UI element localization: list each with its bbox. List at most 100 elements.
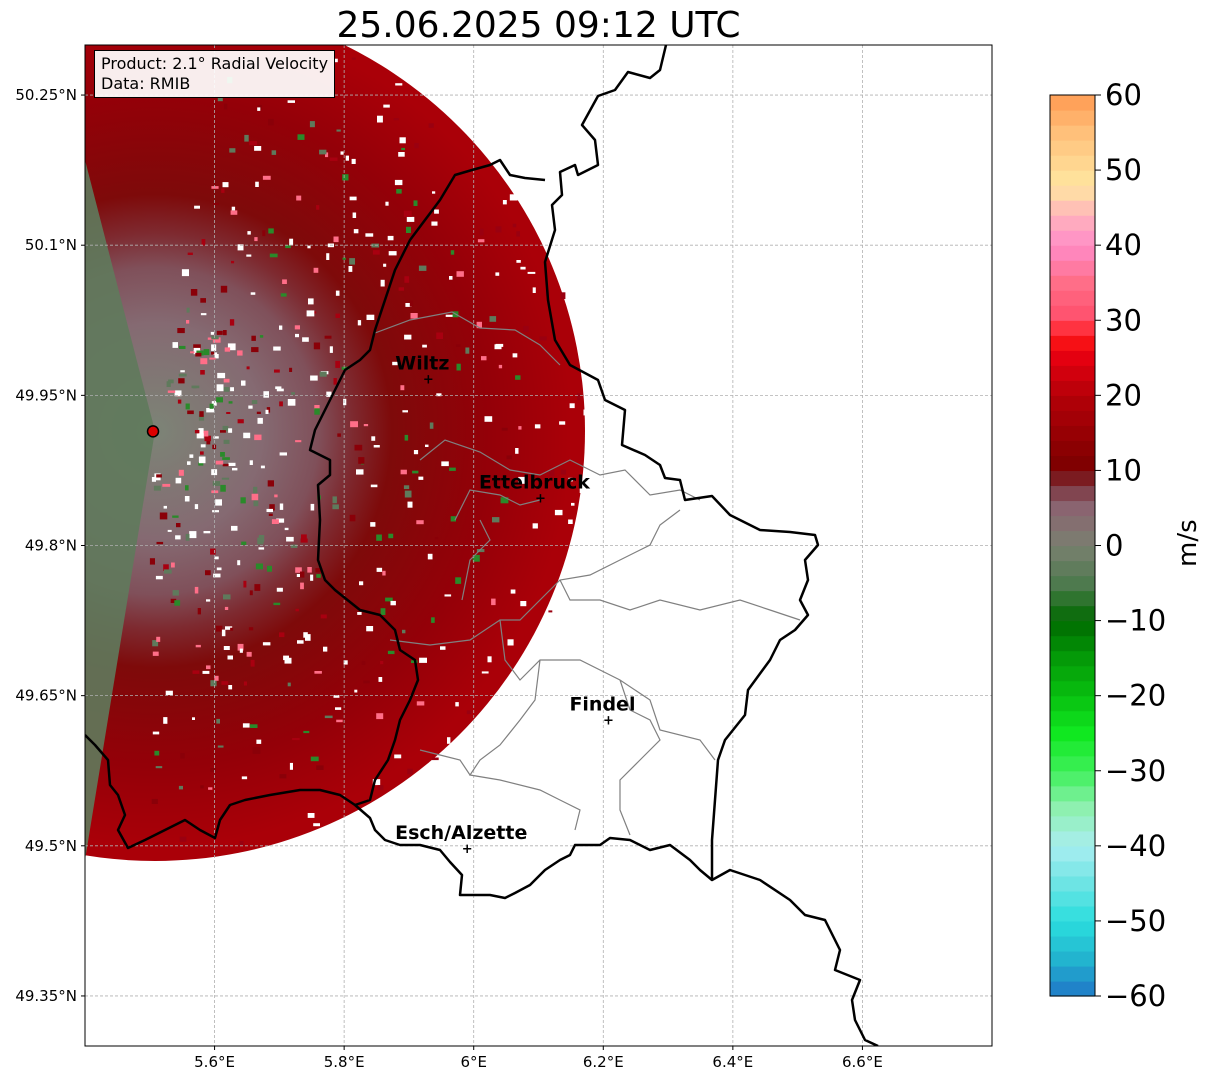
radar-speck bbox=[404, 490, 412, 498]
radar-speck bbox=[425, 444, 429, 447]
colorbar-cell bbox=[1050, 815, 1095, 832]
colorbar-cell bbox=[1050, 845, 1095, 862]
radar-speck bbox=[418, 265, 427, 271]
radar-speck bbox=[254, 146, 262, 151]
colorbar-cell bbox=[1050, 635, 1095, 652]
radar-speck bbox=[407, 768, 413, 775]
radar-speck bbox=[456, 363, 461, 371]
radar-speck bbox=[289, 367, 293, 372]
radar-speck bbox=[333, 58, 338, 63]
radar-speck bbox=[229, 148, 236, 153]
radar-speck bbox=[297, 134, 305, 140]
radar-speck bbox=[246, 254, 252, 257]
radar-speck bbox=[295, 567, 302, 573]
radar-speck bbox=[156, 636, 161, 642]
radar-speck bbox=[518, 426, 522, 430]
radar-speck bbox=[282, 279, 287, 284]
colorbar-cell bbox=[1050, 365, 1095, 381]
radar-speck bbox=[403, 210, 412, 217]
colorbar-cell bbox=[1050, 545, 1095, 562]
radar-speck bbox=[380, 661, 384, 665]
colorbar-cell bbox=[1050, 755, 1095, 772]
radar-speck bbox=[495, 226, 502, 233]
radar-speck bbox=[432, 191, 436, 194]
radar-speck bbox=[336, 129, 341, 132]
radar-speck bbox=[319, 149, 327, 155]
radar-speck bbox=[152, 640, 159, 647]
radar-speck bbox=[200, 370, 205, 375]
radar-speck bbox=[231, 525, 238, 531]
radar-speck bbox=[333, 378, 337, 385]
radar-speck bbox=[170, 598, 177, 603]
radar-speck bbox=[189, 454, 194, 458]
radar-speck bbox=[268, 513, 273, 516]
radar-speck bbox=[400, 385, 405, 391]
radar-speck bbox=[395, 83, 403, 86]
radar-speck bbox=[365, 233, 374, 237]
radar-speck bbox=[315, 568, 323, 573]
radar-speck bbox=[179, 345, 186, 349]
radar-speck bbox=[254, 434, 262, 441]
radar-speck bbox=[211, 351, 215, 355]
radar-speck bbox=[217, 745, 224, 748]
colorbar-cell bbox=[1050, 275, 1095, 291]
radar-speck bbox=[409, 300, 414, 307]
radar-speck bbox=[510, 589, 516, 594]
radar-speck bbox=[249, 460, 253, 465]
radar-speck bbox=[231, 206, 236, 211]
radar-speck bbox=[404, 434, 409, 441]
colorbar-cells bbox=[1050, 95, 1095, 997]
radar-speck bbox=[428, 123, 434, 128]
radar-speck bbox=[203, 531, 211, 534]
radar-speck bbox=[476, 321, 482, 329]
lat-tick-label: 49.65°N bbox=[15, 687, 77, 705]
radar-speck bbox=[262, 175, 271, 180]
radar-speck bbox=[502, 200, 507, 205]
colorbar-tick-label: 0 bbox=[1105, 529, 1123, 563]
radar-speck bbox=[237, 643, 244, 651]
radar-speck bbox=[200, 451, 204, 455]
radar-speck bbox=[307, 813, 315, 818]
radar-speck bbox=[269, 504, 275, 511]
colorbar-cell bbox=[1050, 575, 1095, 592]
radar-speck bbox=[335, 290, 340, 296]
radar-speck bbox=[314, 671, 322, 674]
radar-speck bbox=[308, 298, 314, 305]
radar-speck bbox=[398, 287, 404, 291]
radar-speck bbox=[436, 332, 443, 339]
radar-speck bbox=[211, 186, 219, 189]
colorbar-cell bbox=[1050, 155, 1095, 171]
radar-speck bbox=[216, 718, 220, 724]
radar-speck bbox=[226, 412, 231, 414]
colorbar-cell bbox=[1050, 710, 1095, 727]
radar-speck bbox=[222, 463, 229, 467]
radar-speck bbox=[240, 497, 246, 504]
radar-speck bbox=[256, 739, 262, 744]
radar-speck bbox=[554, 509, 563, 516]
radar-speck bbox=[380, 608, 386, 615]
radar-speck bbox=[416, 701, 425, 706]
radar-speck bbox=[186, 307, 190, 313]
lat-tick-label: 49.35°N bbox=[15, 987, 77, 1005]
radar-speck bbox=[290, 544, 298, 548]
radar-speck bbox=[206, 599, 211, 602]
radar-speck bbox=[348, 266, 353, 272]
radar-speck bbox=[222, 457, 230, 460]
borders-layer bbox=[85, 45, 879, 1046]
colorbar-tick-label: 60 bbox=[1105, 78, 1142, 112]
radar-speck bbox=[349, 258, 355, 265]
city-marker: + bbox=[535, 491, 546, 506]
radar-speck bbox=[481, 671, 489, 674]
radar-speck bbox=[382, 570, 386, 576]
radar-speck bbox=[300, 571, 305, 578]
colorbar-cell bbox=[1050, 680, 1095, 697]
radar-speck bbox=[295, 440, 302, 443]
radar-speck bbox=[287, 682, 291, 687]
colorbar-cell bbox=[1050, 665, 1095, 682]
radar-speck bbox=[211, 401, 217, 406]
radar-speck bbox=[279, 325, 283, 330]
radar-speck bbox=[354, 444, 363, 451]
map-border bbox=[84, 44, 993, 1047]
radar-speck bbox=[222, 182, 229, 188]
radar-speck bbox=[476, 549, 485, 553]
